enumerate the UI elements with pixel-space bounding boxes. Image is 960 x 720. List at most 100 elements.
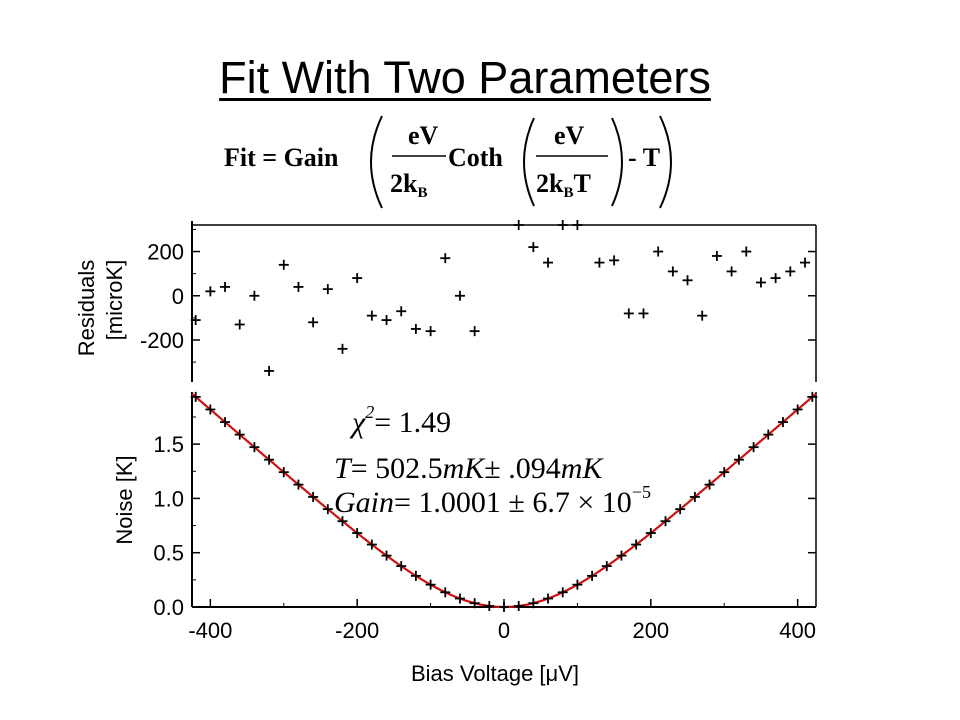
noise-data-point — [425, 579, 436, 590]
residual-point — [741, 246, 752, 257]
noise-data-point — [278, 467, 289, 478]
residual-point — [785, 266, 796, 277]
noise-data-point — [308, 491, 319, 502]
residual-point — [682, 275, 693, 286]
noise-data-point — [748, 442, 759, 453]
residual-point — [308, 317, 319, 328]
formula-outer-open-paren — [370, 115, 383, 209]
residual-point — [249, 290, 260, 301]
residuals-y-tick-label: 0 — [172, 284, 184, 309]
residual-point — [278, 259, 289, 270]
residuals-ylabel-line2: [microK] — [102, 260, 127, 341]
residual-point — [366, 310, 377, 321]
formula-coth: Coth — [448, 143, 503, 172]
residual-point — [205, 286, 216, 297]
noise-data-point — [249, 442, 260, 453]
noise-data-point — [381, 550, 392, 561]
noise-data-point — [631, 539, 642, 550]
noise-y-tick-label: 1.5 — [153, 432, 184, 457]
residual-point — [755, 277, 766, 288]
temperature-text: T= 502.5mK± .094mK — [334, 452, 604, 485]
residuals-y-tick-label: -200 — [140, 328, 184, 353]
noise-data-point — [352, 528, 363, 539]
residual-point — [381, 315, 392, 326]
noise-data-point — [469, 598, 480, 609]
residual-point — [352, 273, 363, 284]
residual-point — [220, 281, 231, 292]
residual-point — [190, 315, 201, 326]
noise-data-point — [410, 570, 421, 581]
noise-data-point — [499, 602, 509, 612]
residual-point — [293, 281, 304, 292]
residual-point — [264, 365, 275, 376]
residual-point — [638, 308, 649, 319]
noise-data-point — [660, 516, 671, 527]
fit-annotations: χ2= 1.49 T= 502.5mK± .094mK Gain= 1.0001… — [334, 402, 651, 519]
noise-x-tick-label: 400 — [779, 618, 816, 643]
residual-point — [322, 284, 333, 295]
noise-panel: 0.0 0.5 1.0 1.5 -400 -200 0 200 400 Noise [K] Bi… — [112, 391, 818, 686]
noise-tick-labels: 0.0 0.5 1.0 1.5 -400 -200 0 200 400 — [153, 432, 816, 643]
noise-y-tick-label: 1.0 — [153, 486, 184, 511]
formula-frac2-numerator: eV — [554, 121, 585, 150]
noise-data-point — [264, 454, 275, 465]
residual-point — [234, 319, 245, 330]
formula-lhs: Fit = Gain — [224, 143, 339, 172]
noise-x-tick-label: 200 — [632, 618, 669, 643]
noise-data-point — [543, 593, 554, 604]
noise-data-point — [293, 479, 304, 490]
residuals-ylabel-line1: Residuals — [74, 260, 99, 357]
chi-squared-text: χ2= 1.49 — [349, 402, 451, 439]
residual-point — [440, 253, 451, 264]
noise-data-point — [763, 429, 774, 440]
residual-point — [667, 266, 678, 277]
residuals-axes — [191, 221, 817, 382]
noise-data-point — [337, 516, 348, 527]
noise-data-point — [528, 598, 539, 609]
residual-point — [623, 308, 634, 319]
formula-frac1-denominator: 2kB — [390, 169, 427, 201]
noise-data-point — [777, 417, 788, 428]
residual-point — [543, 257, 554, 268]
residuals-y-tick-label: 200 — [147, 240, 184, 265]
gain-text: Gain= 1.0001 ± 6.7 × 10−5 — [334, 482, 651, 519]
noise-data-point — [675, 504, 686, 515]
residual-point — [697, 310, 708, 321]
noise-data-point — [689, 491, 700, 502]
noise-data-point — [792, 404, 803, 415]
residual-point — [454, 290, 465, 301]
residual-point — [557, 220, 568, 230]
noise-data-point — [704, 479, 715, 490]
residuals-panel: 200 0 -200 Residuals [microK] — [74, 220, 817, 382]
noise-data-point — [322, 504, 333, 515]
noise-y-tick-label: 0.0 — [153, 595, 184, 620]
noise-data-point — [557, 587, 568, 598]
residual-point — [410, 323, 421, 334]
residuals-tick-labels: 200 0 -200 — [140, 240, 184, 353]
noise-data-point — [719, 467, 730, 478]
residual-point — [770, 273, 781, 284]
residual-point — [337, 343, 348, 354]
residual-point — [572, 220, 583, 230]
residual-point — [711, 250, 722, 261]
residual-point — [425, 326, 436, 337]
residual-point — [609, 255, 620, 266]
slide-title: Fit With Two Parameters — [219, 52, 711, 103]
noise-data-point — [396, 561, 407, 572]
noise-data-point — [454, 593, 465, 604]
residual-point — [799, 257, 810, 268]
noise-data-point — [205, 404, 216, 415]
noise-data-point — [484, 601, 495, 612]
noise-data-point — [234, 429, 245, 440]
formula-frac1-numerator: eV — [408, 121, 439, 150]
formula-outer-close-paren — [659, 115, 672, 209]
residual-point — [653, 246, 664, 257]
residual-point — [469, 326, 480, 337]
formula-inner-open-paren — [523, 117, 535, 207]
residual-point — [594, 257, 605, 268]
noise-data-point — [513, 601, 524, 612]
noise-data-point — [190, 391, 201, 402]
noise-y-tick-label: 0.5 — [153, 541, 184, 566]
noise-points — [190, 391, 818, 612]
noise-xlabel: Bias Voltage [μV] — [411, 661, 579, 686]
